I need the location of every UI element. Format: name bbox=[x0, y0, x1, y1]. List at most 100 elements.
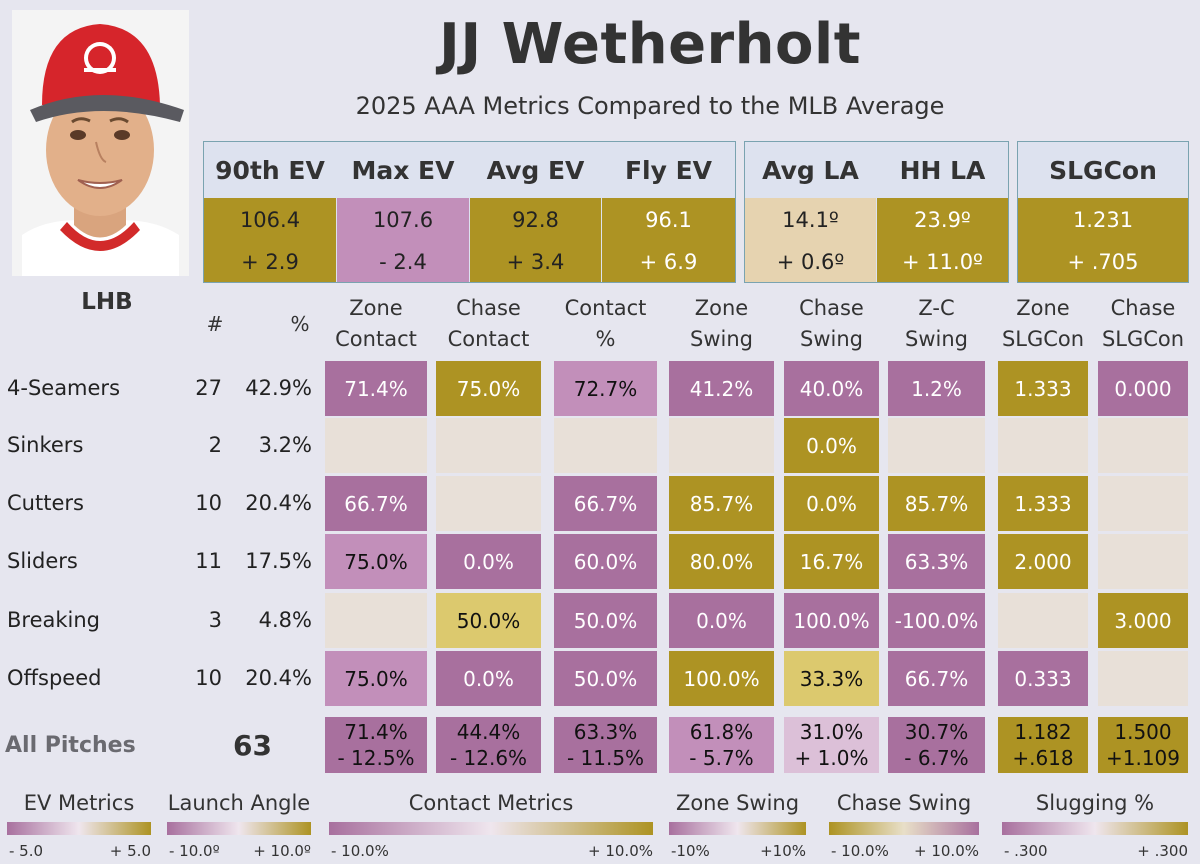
heatmap-cell: 50.0% bbox=[554, 593, 657, 648]
metric-cell: 106.4 + 2.9 bbox=[204, 198, 336, 282]
row-label: Sliders bbox=[7, 548, 78, 573]
column-header: Contact% bbox=[546, 293, 665, 355]
row-count: 3 bbox=[208, 607, 222, 632]
metric-fly-ev: Fly EV 96.1 + 6.9 bbox=[602, 142, 735, 282]
column-header-line2: Contact bbox=[447, 327, 530, 351]
heatmap-cell-value: 1.333 bbox=[1014, 376, 1072, 401]
legend-gradient-bar bbox=[669, 822, 806, 835]
legend-gradient-bar bbox=[167, 822, 311, 835]
heatmap-cell-value: 0.333 bbox=[1014, 666, 1072, 691]
heatmap-cell: 0.0% bbox=[669, 593, 774, 648]
metric-90th-ev: 90th EV 106.4 + 2.9 bbox=[204, 142, 336, 282]
all-pitches-value: 30.7% bbox=[904, 720, 969, 744]
row-count: 10 bbox=[195, 490, 222, 515]
heatmap-cell: 3.000 bbox=[1098, 593, 1188, 648]
heatmap-cell bbox=[1098, 651, 1188, 706]
heatmap-cell-value: 80.0% bbox=[689, 549, 754, 574]
row-pct: 20.4% bbox=[245, 665, 312, 690]
metric-header: 90th EV bbox=[215, 156, 325, 185]
heatmap-cell: 85.7% bbox=[669, 476, 774, 531]
row-count: 10 bbox=[195, 665, 222, 690]
metric-header: Fly EV bbox=[624, 156, 713, 185]
all-pitches-value: 44.4% bbox=[456, 720, 521, 744]
metric-value: 23.9º bbox=[914, 208, 971, 232]
pct-header: % bbox=[290, 312, 310, 336]
heatmap-cell-value: 0.0% bbox=[696, 608, 747, 633]
column-header-line1: Chase bbox=[1110, 296, 1176, 320]
all-pitches-cell: 30.7% - 6.7% bbox=[888, 717, 985, 773]
metric-header: HH LA bbox=[899, 156, 986, 185]
column-header: Zone Swing bbox=[661, 293, 782, 355]
heatmap-cell-value: 75.0% bbox=[456, 376, 521, 401]
player-name: JJ Wetherholt bbox=[439, 12, 861, 77]
column-header-line2: SLGCon bbox=[1001, 327, 1085, 351]
heatmap-cell: 100.0% bbox=[669, 651, 774, 706]
heatmap-cell-value: 3.000 bbox=[1114, 608, 1172, 633]
heatmap-cell bbox=[1098, 418, 1188, 473]
heatmap-cell-value: 66.7% bbox=[904, 666, 969, 691]
heatmap-cell: 40.0% bbox=[784, 361, 879, 416]
heatmap-cell-value: 41.2% bbox=[689, 376, 754, 401]
metric-cell: 107.6 - 2.4 bbox=[337, 198, 469, 282]
metric-cell: 92.8 + 3.4 bbox=[470, 198, 601, 282]
heatmap-cell: 1.2% bbox=[888, 361, 985, 416]
page-subtitle: 2025 AAA Metrics Compared to the MLB Ave… bbox=[355, 92, 945, 120]
column-header-line2: SLGCon bbox=[1101, 327, 1185, 351]
heatmap-cell: 100.0% bbox=[784, 593, 879, 648]
all-pitches-diff: - 6.7% bbox=[904, 746, 969, 770]
all-pitches-value: 31.0% bbox=[799, 720, 864, 744]
column-header-line2: Swing bbox=[905, 327, 968, 351]
legend-max-label: +10% bbox=[760, 842, 806, 860]
heatmap-cell: 66.7% bbox=[325, 476, 427, 531]
heatmap-cell: 0.0% bbox=[436, 534, 541, 589]
row-label: Cutters bbox=[7, 490, 84, 515]
heatmap-cell: 2.000 bbox=[998, 534, 1088, 589]
metric-value: 106.4 bbox=[239, 208, 301, 232]
column-header: Chase Contact bbox=[428, 293, 549, 355]
all-pitches-diff: - 12.6% bbox=[449, 746, 528, 770]
legend-max-label: + .300 bbox=[1137, 842, 1188, 860]
column-header: Chase Swing bbox=[776, 293, 887, 355]
heatmap-cell-value: 66.7% bbox=[344, 491, 408, 516]
heatmap-cell-value: 75.0% bbox=[344, 549, 408, 574]
heatmap-cell: 50.0% bbox=[554, 651, 657, 706]
metric-slgcon: SLGCon 1.231 + .705 bbox=[1018, 142, 1188, 282]
heatmap-cell: 33.3% bbox=[784, 651, 879, 706]
heatmap-cell-value: 85.7% bbox=[904, 491, 969, 516]
row-pct: 4.8% bbox=[258, 607, 312, 632]
row-count: 2 bbox=[208, 432, 222, 457]
heatmap-cell bbox=[436, 476, 541, 531]
heatmap-cell-value: 0.0% bbox=[806, 491, 857, 516]
legend-min-label: - 5.0 bbox=[9, 842, 44, 860]
heatmap-cell-value: 66.7% bbox=[573, 491, 638, 516]
row-label: Offspeed bbox=[7, 665, 102, 690]
all-pitches-cell: 1.500 +1.109 bbox=[1098, 717, 1188, 773]
metric-value: 96.1 bbox=[645, 208, 692, 232]
column-header: Chase SLGCon bbox=[1090, 293, 1196, 355]
all-pitches-cell: 44.4% - 12.6% bbox=[436, 717, 541, 773]
heatmap-cell-value: -100.0% bbox=[894, 608, 979, 633]
column-header-line2: Swing bbox=[800, 327, 863, 351]
heatmap-cell-value: 100.0% bbox=[683, 666, 760, 691]
legend-gradient-bar bbox=[1002, 822, 1188, 835]
all-pitches-diff: +1.109 bbox=[1105, 746, 1180, 770]
all-pitches-diff: - 12.5% bbox=[337, 746, 415, 770]
heatmap-cell bbox=[669, 418, 774, 473]
heatmap-cell-value: 0.0% bbox=[463, 549, 514, 574]
all-pitches-value: 1.500 bbox=[1114, 720, 1172, 744]
heatmap-cell: 72.7% bbox=[554, 361, 657, 416]
heatmap-cell bbox=[436, 418, 541, 473]
heatmap-cell bbox=[888, 418, 985, 473]
row-label: Sinkers bbox=[7, 432, 84, 457]
heatmap-cell-value: 0.0% bbox=[806, 433, 857, 458]
column-header-line2: Swing bbox=[690, 327, 753, 351]
legend-min-label: - 10.0% bbox=[831, 842, 889, 860]
all-pitches-diff: - 5.7% bbox=[689, 746, 754, 770]
legend-min-label: - 10.0% bbox=[331, 842, 389, 860]
heatmap-cell bbox=[1098, 476, 1188, 531]
heatmap-cell: 75.0% bbox=[325, 651, 427, 706]
all-pitches-label: All Pitches bbox=[5, 733, 136, 758]
heatmap-cell: 66.7% bbox=[554, 476, 657, 531]
heatmap-cell-value: 63.3% bbox=[904, 549, 969, 574]
all-pitches-cell: 31.0% + 1.0% bbox=[784, 717, 879, 773]
